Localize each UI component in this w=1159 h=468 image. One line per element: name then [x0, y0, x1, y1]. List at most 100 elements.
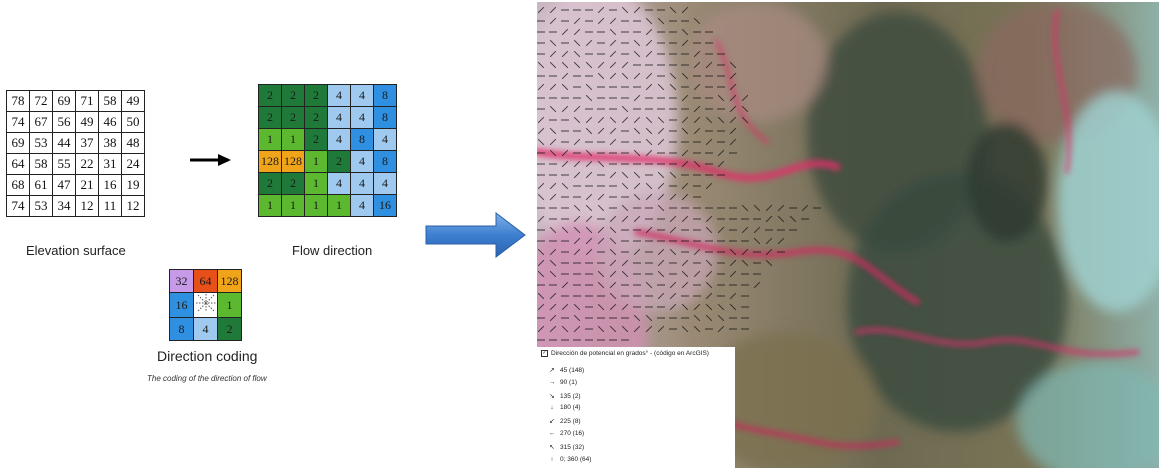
- legend-checkbox[interactable]: ✓: [541, 350, 548, 357]
- flow-arrow-mark: [705, 226, 713, 234]
- flow-arrow-mark: [681, 325, 689, 333]
- flow-cell: 4: [327, 84, 351, 107]
- flow-arrow-mark: [585, 127, 593, 135]
- flow-row: 1 1 1 1 4 16: [258, 194, 397, 217]
- elevation-cell: 58: [98, 90, 122, 112]
- flow-arrow-mark: [561, 226, 569, 234]
- flow-arrow-mark: [537, 138, 545, 146]
- legend-item-label: 225 (8): [560, 418, 581, 426]
- flow-arrow-mark: [585, 204, 593, 212]
- elevation-cell: 68: [6, 174, 30, 196]
- flow-arrow-mark: [681, 127, 689, 135]
- coding-cell: 64: [193, 269, 218, 293]
- flow-direction-caption: Flow direction: [292, 243, 373, 258]
- flow-arrow-mark: [609, 270, 617, 278]
- flow-arrow-mark: [777, 215, 785, 223]
- legend-arrow-icon: ←: [548, 430, 556, 437]
- flow-arrow-mark: [693, 270, 701, 278]
- elevation-cell: 24: [121, 153, 145, 175]
- flow-arrow-mark: [681, 160, 689, 168]
- flow-arrow-mark: [573, 61, 581, 69]
- flow-arrow-mark: [573, 204, 581, 212]
- flow-cell: 1: [281, 194, 305, 217]
- flow-arrow-mark: [681, 39, 689, 47]
- legend-arrow-icon: ↙: [549, 418, 555, 426]
- flow-arrow-mark: [669, 303, 677, 311]
- flow-arrow-mark: [633, 94, 641, 102]
- flow-arrow-mark: [657, 116, 665, 124]
- flow-arrow-mark: [681, 72, 689, 80]
- flow-cell: 2: [258, 172, 282, 195]
- flow-arrow-mark: [549, 83, 557, 91]
- flow-arrow-mark: [621, 6, 629, 14]
- flow-arrow-mark: [801, 204, 809, 212]
- flow-arrow-mark: [633, 6, 641, 14]
- flow-arrow-mark: [597, 116, 605, 124]
- flow-arrow-mark: [537, 259, 545, 267]
- flow-arrow-mark: [717, 303, 725, 311]
- elevation-cell: 12: [121, 195, 145, 217]
- flow-cell: 2: [258, 84, 282, 107]
- flow-arrow-mark: [561, 28, 569, 36]
- flow-arrow-mark: [621, 215, 629, 223]
- flow-arrow-mark: [573, 226, 581, 234]
- flow-arrow-mark: [585, 94, 593, 102]
- flow-arrow-mark: [645, 325, 653, 333]
- flow-arrow-mark: [549, 292, 557, 300]
- coding-center-cell: [193, 292, 218, 318]
- flow-cell: 4: [350, 172, 374, 195]
- legend-title: Dirección de potencial en grados° - (cód…: [551, 350, 709, 358]
- coding-row: 16 1: [169, 292, 242, 318]
- result-arrow-icon: [425, 211, 526, 259]
- flow-arrow-mark: [681, 149, 689, 157]
- flow-arrow-mark: [645, 314, 653, 322]
- flow-arrow-mark: [609, 226, 617, 234]
- flow-arrow-mark: [681, 303, 689, 311]
- flow-arrow-mark: [657, 259, 665, 267]
- flow-arrow-mark: [537, 182, 545, 190]
- elevation-cell: 37: [75, 132, 99, 154]
- flow-arrow-mark: [609, 50, 617, 58]
- flow-arrow-mark: [681, 215, 689, 223]
- flow-arrow-mark: [585, 248, 593, 256]
- elevation-cell: 48: [121, 132, 145, 154]
- flow-cell: 4: [327, 172, 351, 195]
- flow-arrow-mark: [633, 50, 641, 58]
- legend-arrow-icon: →: [548, 378, 556, 386]
- flow-arrow-mark: [729, 61, 737, 69]
- flow-arrow-mark: [561, 149, 569, 157]
- flow-arrow-mark: [585, 215, 593, 223]
- satellite-map: [537, 2, 1159, 468]
- elevation-grid: 78 72 69 71 58 49 74 67 56 49 46 50 69 53 44 37 38 48 64 58…: [6, 90, 145, 217]
- elevation-cell: 34: [52, 195, 76, 217]
- flow-arrow-mark: [753, 226, 761, 234]
- flow-arrow-mark: [657, 17, 665, 25]
- flow-arrow-mark: [681, 6, 689, 14]
- elevation-cell: 58: [29, 153, 53, 175]
- flow-arrow-mark: [573, 237, 581, 245]
- flow-cell: 4: [327, 106, 351, 129]
- flow-cell: 2: [258, 106, 282, 129]
- flow-arrow-mark: [657, 83, 665, 91]
- flow-cell: 4: [373, 128, 397, 151]
- flow-arrow-mark: [597, 72, 605, 80]
- flow-arrow-mark: [645, 50, 653, 58]
- flow-arrow-mark: [561, 50, 569, 58]
- flow-cell: 16: [373, 194, 397, 217]
- flow-arrow-mark: [561, 83, 569, 91]
- flow-arrow-mark: [537, 193, 545, 201]
- flow-cell: 1: [304, 194, 328, 217]
- elevation-cell: 47: [52, 174, 76, 196]
- flow-arrow-mark: [609, 61, 617, 69]
- flow-cell: 2: [281, 84, 305, 107]
- flow-arrow-mark: [645, 182, 653, 190]
- flow-arrow-mark: [609, 325, 617, 333]
- flow-cell: 2: [304, 84, 328, 107]
- flow-arrow-mark: [573, 138, 581, 146]
- flow-arrow-mark: [573, 248, 581, 256]
- flow-arrow-mark: [633, 325, 641, 333]
- flow-arrow-mark: [573, 325, 581, 333]
- flow-cell: 4: [350, 194, 374, 217]
- flow-arrow-mark: [549, 17, 557, 25]
